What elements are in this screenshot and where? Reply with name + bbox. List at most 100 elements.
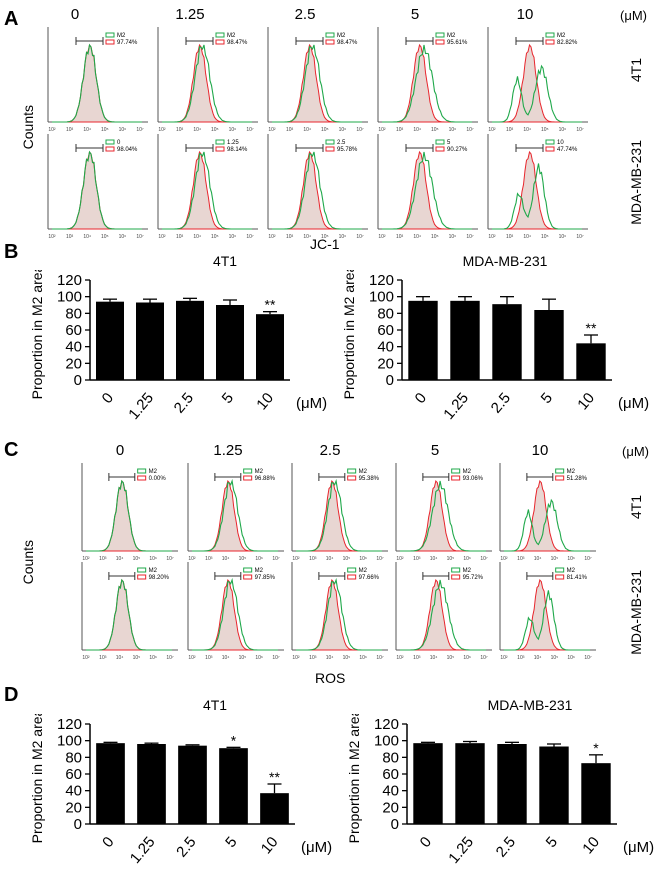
histogram-x-tick: 10⁵ [431, 234, 439, 240]
legend-swatch-green [105, 32, 115, 38]
legend-swatch-red [105, 39, 115, 45]
chart-title: 4T1 [202, 697, 228, 713]
legend-swatch-red [325, 39, 335, 45]
histogram-treated-curve [382, 44, 472, 123]
histogram-x-tick: 10⁴ [303, 234, 311, 240]
x-tick-label: 2.5 [171, 390, 197, 417]
histogram-x-tick: 10⁴ [83, 127, 91, 133]
legend-swatch-red [451, 475, 461, 481]
histogram-treated-curve [296, 577, 382, 651]
gate-percentage: 98.04% [117, 147, 138, 153]
histogram-x-tick: 10⁷ [480, 655, 488, 661]
legend-swatch-green [243, 567, 253, 573]
histogram-treated-curve [296, 478, 382, 552]
histogram-x-tick: 10⁷ [136, 234, 144, 240]
y-tick-label: 80 [65, 305, 82, 322]
y-tick-label: 80 [65, 749, 82, 766]
legend-swatch-red [243, 574, 253, 580]
x-tick-label: 1.25 [445, 834, 477, 867]
histogram-x-tick: 10³ [517, 556, 525, 562]
histogram-x-tick: 10⁵ [551, 556, 559, 562]
legend-label: M2 [227, 33, 236, 39]
histogram-x-tick: 10⁶ [463, 556, 471, 562]
bar [408, 300, 438, 380]
y-tick-label: 60 [65, 766, 82, 783]
histogram-x-tick: 10⁵ [541, 127, 549, 133]
histogram-x-tick: 10⁵ [447, 655, 455, 661]
histogram-x-tick: 10⁵ [239, 655, 247, 661]
histogram-control-curve [382, 43, 472, 123]
histogram-x-tick: 10⁴ [413, 127, 421, 133]
histogram-x-tick: 10⁵ [239, 556, 247, 562]
histogram-x-tick: 10⁶ [149, 556, 157, 562]
histogram-x-tick: 10⁶ [229, 127, 237, 133]
x-tick-label: 5 [219, 390, 237, 407]
y-axis-label: Proportion in M2 area [341, 270, 357, 399]
dose-label: 10 [531, 442, 549, 459]
histogram-x-tick: 10⁵ [343, 556, 351, 562]
histogram-x-tick: 10⁷ [246, 127, 254, 133]
legend-swatch-green [325, 139, 335, 145]
gate-percentage: 98.14% [227, 147, 248, 153]
legend-label: M2 [337, 33, 346, 39]
histogram-x-tick: 10⁶ [255, 655, 263, 661]
gate-percentage: 97.66% [359, 575, 380, 581]
histogram-x-tick: 10⁶ [339, 127, 347, 133]
gate-percentage: 82.82% [557, 40, 578, 46]
histogram-x-tick: 10⁷ [356, 234, 364, 240]
chart-title: MDA-MB-231 [462, 253, 548, 269]
gate-percentage: 96.88% [255, 476, 276, 482]
bar [216, 305, 244, 380]
bar [178, 745, 207, 824]
histogram-x-tick: 10⁷ [272, 556, 280, 562]
histogram-x-tick: 10³ [176, 234, 184, 240]
histogram-treated-curve [162, 44, 252, 123]
legend-label: M2 [463, 568, 472, 574]
y-tick-label: 100 [57, 289, 82, 306]
histogram-treated-curve [504, 590, 590, 651]
histogram-x-tick: 10² [396, 556, 404, 562]
x-tick-label: 2.5 [493, 834, 519, 861]
legend-swatch-green [545, 139, 555, 145]
bar [581, 763, 611, 824]
legend-swatch-red [555, 574, 565, 580]
bar [539, 746, 569, 824]
histogram-x-tick: 10³ [396, 234, 404, 240]
legend-label: M2 [557, 33, 566, 39]
histogram-x-tick: 10⁵ [431, 127, 439, 133]
histogram-x-tick: 10² [82, 556, 90, 562]
y-axis-label: Proportion in M2 area [346, 714, 362, 843]
histogram-control-curve [382, 150, 472, 230]
legend-label: M2 [567, 469, 576, 475]
y-tick-label: 40 [65, 783, 82, 800]
y-tick-label: 0 [386, 372, 394, 389]
histogram-x-tick: 10⁶ [119, 127, 127, 133]
gate-percentage: 98.47% [227, 40, 248, 46]
histogram-x-tick: 10⁶ [339, 234, 347, 240]
histogram-x-tick: 10⁵ [101, 234, 109, 240]
histogram-x-tick: 10⁵ [321, 127, 329, 133]
histogram-treated-curve [272, 44, 362, 123]
histogram-x-tick: 10⁵ [447, 556, 455, 562]
bar [450, 300, 480, 380]
legend-label: M2 [359, 568, 368, 574]
unit-label: (μM) [622, 444, 649, 459]
flow-histogram: 2.595.78% 10² 10³ 10⁴ 10⁵ 10⁶ 10⁷ [267, 134, 368, 240]
histogram-x-tick: 10⁷ [166, 556, 174, 562]
histogram-x-tick: 10⁷ [466, 234, 474, 240]
x-tick-label: 5 [538, 390, 556, 407]
legend-swatch-green [347, 567, 357, 573]
histogram-x-tick: 10⁷ [356, 127, 364, 133]
histogram-x-tick: 10⁷ [584, 556, 592, 562]
bar [96, 743, 125, 824]
significance-marker: ** [265, 297, 276, 313]
gate-percentage: 81.41% [567, 575, 588, 581]
histogram-treated-curve [52, 150, 142, 230]
x-tick-label: 2.5 [173, 834, 199, 861]
